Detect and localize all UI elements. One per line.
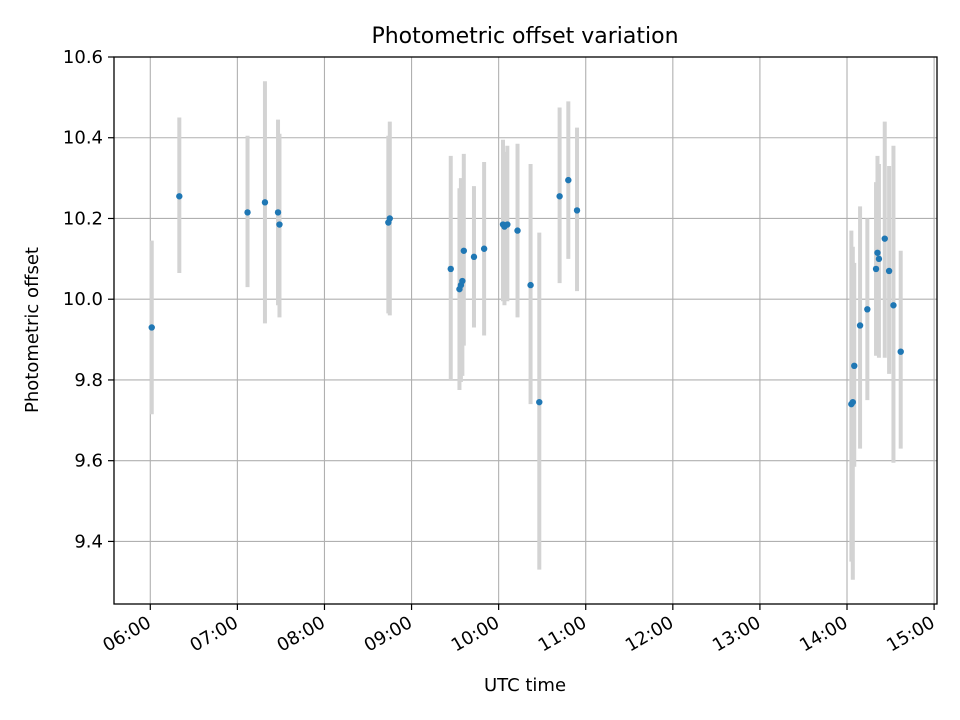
y-axis-ticks: 9.4 9.6 9.8 10.0 10.2 10.4 10.6 <box>63 47 114 552</box>
data-point <box>874 249 881 256</box>
data-point <box>459 277 466 285</box>
data-point <box>881 235 888 242</box>
data-point <box>851 362 858 370</box>
y-tick-label: 9.6 <box>74 451 103 472</box>
data-point <box>864 306 871 313</box>
chart-title: Photometric offset variation <box>371 24 678 49</box>
data-point <box>897 348 904 355</box>
data-point <box>447 265 454 273</box>
plot-area <box>114 57 937 604</box>
x-axis-label: UTC time <box>484 675 566 696</box>
data-point <box>872 265 880 273</box>
data-point <box>573 207 581 214</box>
data-point <box>565 176 572 184</box>
y-tick-label: 10.2 <box>63 208 103 229</box>
data-point <box>890 302 897 309</box>
data-point <box>536 398 543 406</box>
data-point <box>504 221 511 228</box>
data-point <box>276 221 283 228</box>
data-point <box>176 193 183 200</box>
y-tick-label: 10.6 <box>63 47 103 68</box>
data-point <box>514 227 521 234</box>
y-tick-label: 9.8 <box>74 370 103 391</box>
data-point <box>460 247 468 254</box>
data-point <box>386 215 393 222</box>
data-point <box>244 209 251 216</box>
data-points <box>148 176 904 408</box>
data-point <box>480 245 488 252</box>
y-tick-label: 10.0 <box>63 289 103 310</box>
data-point <box>875 255 883 263</box>
data-point <box>261 199 269 206</box>
data-point <box>556 193 563 200</box>
data-point <box>885 267 893 275</box>
data-point <box>148 324 155 331</box>
y-axis-label: Photometric offset <box>22 247 43 413</box>
data-point <box>856 322 864 329</box>
y-tick-label: 9.4 <box>74 531 103 552</box>
data-point <box>470 253 478 261</box>
data-point <box>849 398 857 406</box>
y-tick-label: 10.4 <box>63 128 103 149</box>
data-point <box>527 281 534 289</box>
data-point <box>274 209 282 216</box>
axes-frame <box>113 56 938 605</box>
